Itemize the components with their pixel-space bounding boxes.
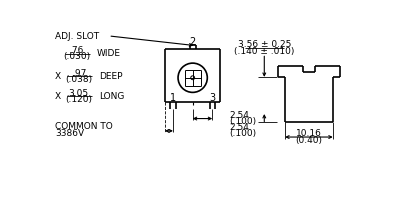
- Text: (.100): (.100): [229, 117, 256, 126]
- Text: 10.16: 10.16: [296, 129, 322, 138]
- Text: LONG: LONG: [99, 92, 124, 101]
- Text: ADJ. SLOT: ADJ. SLOT: [55, 32, 99, 41]
- Text: 1: 1: [170, 93, 176, 103]
- Text: (.100): (.100): [229, 129, 256, 138]
- Text: 3.56 ± 0.25: 3.56 ± 0.25: [238, 40, 291, 49]
- Text: COMMON TO: COMMON TO: [55, 122, 113, 131]
- Text: X: X: [55, 72, 61, 81]
- Text: 2.54: 2.54: [229, 123, 249, 132]
- Text: 2.54: 2.54: [229, 111, 249, 120]
- Text: (0.40): (0.40): [296, 136, 322, 145]
- Text: WIDE: WIDE: [97, 49, 121, 58]
- Text: 3.05: 3.05: [69, 89, 89, 98]
- Text: 3386V: 3386V: [55, 129, 84, 138]
- Text: 2: 2: [190, 37, 196, 47]
- Text: X: X: [55, 92, 61, 101]
- Text: .97: .97: [72, 69, 86, 78]
- Text: .76: .76: [69, 46, 84, 55]
- Text: (.120): (.120): [65, 95, 92, 104]
- Text: (.140 ± .010): (.140 ± .010): [234, 47, 294, 56]
- Text: (.038): (.038): [65, 75, 92, 84]
- Text: 3: 3: [209, 93, 215, 103]
- Text: DEEP: DEEP: [99, 72, 122, 81]
- Text: (.030): (.030): [63, 53, 90, 61]
